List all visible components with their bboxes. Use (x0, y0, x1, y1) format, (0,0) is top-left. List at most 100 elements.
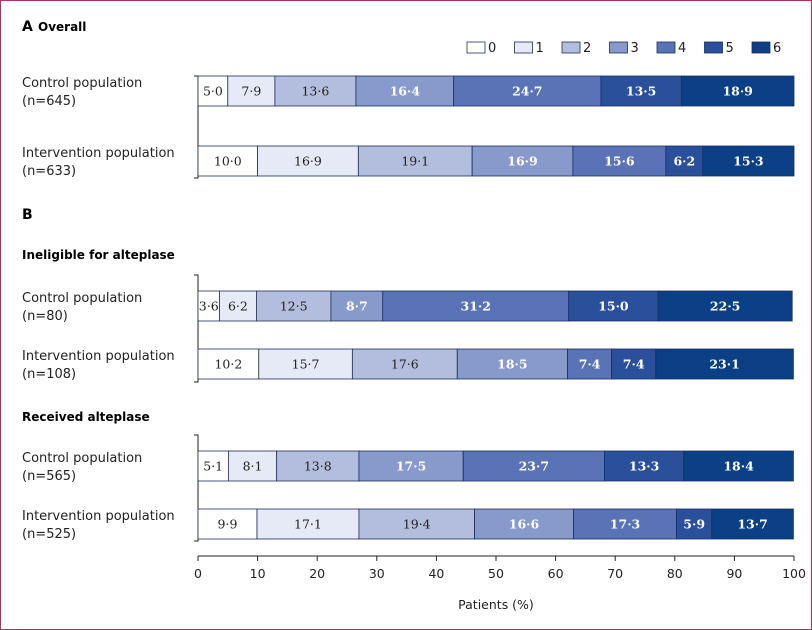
legend-label: 3 (631, 41, 639, 56)
x-tick-label: 60 (548, 566, 564, 581)
row-label: Intervention population (22, 509, 175, 524)
segment-value-label: 13·6 (301, 84, 329, 99)
bar-segment-score-6 (680, 75, 795, 107)
bar-segment-score-5 (665, 145, 704, 177)
bar-segment-score-1 (258, 348, 353, 380)
bar-segment-score-1 (219, 290, 257, 322)
bar-segment-score-5 (600, 75, 682, 107)
legend-label: 5 (726, 41, 734, 56)
segment-value-label: 16·4 (390, 84, 421, 99)
bar-segment-score-6 (711, 508, 794, 540)
bar-segment-score-0 (197, 75, 229, 107)
segment-value-label: 8·7 (346, 299, 368, 314)
legend-swatch-score-4 (656, 41, 676, 54)
bar-segment-score-4 (382, 290, 570, 322)
segment-value-label: 15·0 (598, 299, 629, 314)
row-n-label: (n=525) (22, 527, 76, 542)
bar-segment-score-1 (257, 145, 359, 177)
segment-value-label: 16·6 (509, 517, 540, 532)
segment-value-label: 8·1 (243, 459, 263, 474)
row-label: Control population (22, 451, 142, 466)
row-label: Intervention population (22, 349, 175, 364)
bar-segment-score-2 (357, 145, 473, 177)
segment-value-label: 6·2 (673, 154, 695, 169)
bar-segment-score-1 (227, 75, 276, 107)
legend-label: 2 (583, 41, 591, 56)
segment-value-label: 19·1 (401, 154, 429, 169)
segment-value-label: 17·5 (396, 459, 426, 474)
group-bracket (194, 274, 199, 383)
row-n-label: (n=565) (22, 469, 76, 484)
segment-value-label: 5·9 (683, 517, 705, 532)
bar-segment-score-4 (573, 508, 677, 540)
segment-value-label: 7·4 (579, 357, 601, 372)
segment-value-label: 15·3 (733, 154, 763, 169)
legend-swatch-score-3 (609, 41, 628, 54)
segment-value-label: 24·7 (512, 84, 542, 99)
x-tick-label: 40 (428, 566, 444, 581)
legend-label: 6 (773, 41, 781, 56)
row-label: Intervention population (22, 146, 175, 161)
bar-segment-score-4 (572, 145, 667, 177)
group-subtitle: Received alteplase (22, 410, 150, 424)
segment-value-label: 23·1 (709, 357, 739, 372)
bar-segment-score-0 (197, 450, 229, 482)
segment-value-label: 16·9 (507, 154, 537, 169)
segment-value-label: 16·9 (294, 154, 322, 169)
bar-segment-score-3 (471, 145, 574, 177)
segment-value-label: 7·9 (241, 84, 261, 99)
x-tick-label: 10 (250, 566, 266, 581)
bar-segment-score-6 (683, 450, 794, 482)
legend-swatch-score-5 (704, 41, 723, 54)
panel-title: Overall (38, 20, 86, 34)
segment-value-label: 22·5 (710, 299, 740, 314)
x-tick-label: 50 (488, 566, 504, 581)
x-tick-label: 80 (667, 566, 683, 581)
bar-segment-score-2 (358, 508, 475, 540)
legend-swatch-score-2 (561, 41, 581, 54)
segment-value-label: 18·4 (723, 459, 754, 474)
x-tick-label: 0 (194, 566, 202, 581)
row-n-label: (n=645) (22, 94, 76, 109)
segment-value-label: 10·2 (214, 357, 242, 372)
x-tick-label: 70 (607, 566, 623, 581)
segment-value-label: 13·3 (629, 459, 659, 474)
segment-value-label: 17·3 (610, 517, 640, 532)
segment-value-label: 13·8 (304, 459, 332, 474)
segment-value-label: 13·7 (737, 517, 767, 532)
segment-value-label: 5·1 (203, 459, 223, 474)
bar-segment-score-3 (456, 348, 568, 380)
bar-segment-score-0 (197, 145, 258, 177)
bar-segment-score-5 (604, 450, 685, 482)
bar-segment-score-1 (256, 508, 360, 540)
x-tick-label: 30 (369, 566, 385, 581)
bar-segment-score-4 (453, 75, 602, 107)
bar-segment-score-5 (676, 508, 713, 540)
row-label: Control population (22, 291, 142, 306)
panel-letter: B (22, 207, 33, 223)
legend-swatch-score-0 (466, 41, 486, 54)
segment-value-label: 18·9 (722, 84, 752, 99)
bar-segment-score-3 (474, 508, 574, 540)
segment-value-label: 17·6 (391, 357, 419, 372)
bar-segment-score-5 (611, 348, 657, 380)
bar-segment-score-6 (702, 145, 795, 177)
segment-value-label: 23·7 (519, 459, 549, 474)
row-n-label: (n=80) (22, 309, 68, 324)
row-label: Control population (22, 76, 142, 91)
bar-segment-score-2 (276, 450, 360, 482)
row-n-label: (n=108) (22, 367, 76, 382)
panel-letter: A (22, 19, 33, 35)
bar-segment-score-0 (197, 508, 258, 540)
segment-value-label: 9·9 (218, 517, 238, 532)
group-bracket (194, 434, 199, 542)
segment-value-label: 18·5 (497, 357, 527, 372)
segment-value-label: 19·4 (403, 517, 431, 532)
segment-value-label: 15·6 (604, 154, 635, 169)
segment-value-label: 7·4 (623, 357, 645, 372)
x-tick-label: 100 (782, 566, 806, 581)
segment-value-label: 3·6 (199, 299, 219, 314)
segment-value-label: 5·0 (203, 84, 223, 99)
bar-segment-score-6 (657, 290, 793, 322)
